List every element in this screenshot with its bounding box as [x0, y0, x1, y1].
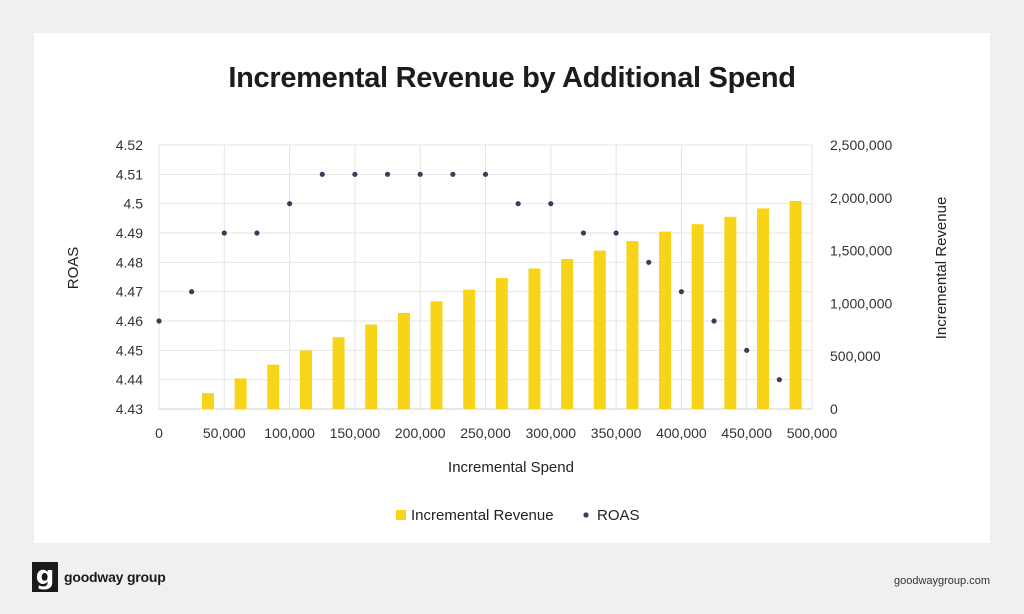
left-tick-label: 4.45 — [116, 342, 143, 358]
x-tick-label: 200,000 — [395, 425, 446, 441]
revenue-bar — [299, 350, 312, 409]
roas-point — [417, 171, 423, 177]
x-tick-label: 150,000 — [330, 425, 381, 441]
x-tick-label: 300,000 — [525, 425, 576, 441]
revenue-bar — [430, 301, 443, 409]
revenue-bar — [528, 268, 541, 409]
x-tick-label: 0 — [155, 425, 163, 441]
roas-point — [287, 201, 293, 207]
roas-point — [548, 201, 554, 207]
revenue-bar — [593, 250, 606, 409]
revenue-bars — [201, 200, 802, 409]
left-tick-label: 4.52 — [116, 137, 143, 153]
grid — [158, 144, 813, 410]
x-tick-label: 100,000 — [264, 425, 315, 441]
right-tick-label: 2,500,000 — [830, 137, 892, 153]
x-tick-label: 50,000 — [203, 425, 246, 441]
left-tick-label: 4.5 — [124, 196, 144, 212]
roas-point — [189, 289, 195, 295]
revenue-bar — [234, 378, 247, 409]
x-tick-label: 350,000 — [591, 425, 642, 441]
right-tick-label: 2,000,000 — [830, 190, 892, 206]
legend: Incremental Revenue ROAS — [396, 507, 640, 524]
right-tick-label: 1,000,000 — [830, 295, 892, 311]
legend-swatch-revenue — [396, 510, 406, 520]
left-tick-label: 4.43 — [116, 401, 143, 417]
roas-point — [744, 347, 750, 353]
chart-title: Incremental Revenue by Additional Spend — [228, 62, 796, 94]
legend-swatch-roas — [583, 512, 589, 518]
legend-label-revenue: Incremental Revenue — [411, 507, 554, 524]
revenue-bar — [332, 337, 345, 409]
roas-point — [450, 171, 456, 177]
roas-point — [156, 318, 162, 324]
right-tick-label: 1,500,000 — [830, 243, 892, 259]
revenue-bar — [789, 200, 802, 409]
roas-point — [515, 201, 521, 207]
revenue-bar — [724, 216, 737, 409]
roas-point — [254, 230, 260, 236]
revenue-bar — [365, 324, 378, 409]
revenue-bar — [201, 393, 214, 409]
roas-points — [156, 171, 782, 383]
y-axis-right-label: Incremental Revenue — [933, 197, 950, 340]
footer-url: goodwaygroup.com — [893, 575, 990, 587]
x-axis-label: Incremental Spend — [448, 459, 574, 476]
roas-point — [776, 377, 782, 383]
roas-point — [678, 289, 685, 295]
goodway-logo-icon: g — [32, 562, 58, 592]
axis-ticks: 4.43 4.44 4.45 4.46 4.47 4.48 4.49 4.5 4.51 4.52 0… — [116, 137, 893, 441]
roas-point — [613, 230, 619, 236]
x-tick-label: 250,000 — [460, 425, 511, 441]
revenue-bar — [267, 364, 280, 409]
left-tick-label: 4.51 — [116, 166, 143, 182]
left-tick-label: 4.44 — [116, 372, 143, 388]
left-tick-label: 4.49 — [116, 225, 143, 241]
right-tick-label: 500,000 — [830, 348, 881, 364]
x-tick-label: 450,000 — [721, 425, 772, 441]
x-tick-label: 500,000 — [787, 425, 838, 441]
revenue-bar — [397, 312, 410, 409]
roas-point — [319, 171, 325, 177]
roas-point — [482, 171, 489, 177]
y-axis-left-label: ROAS — [65, 247, 82, 290]
revenue-bar — [757, 208, 770, 409]
legend-label-roas: ROAS — [597, 507, 640, 524]
revenue-bar — [659, 231, 672, 409]
revenue-bar — [561, 259, 574, 409]
roas-point — [646, 259, 652, 265]
roas-point — [221, 230, 227, 236]
roas-point — [352, 171, 358, 177]
right-tick-label: 0 — [830, 401, 838, 417]
revenue-bar — [626, 241, 639, 409]
roas-point — [580, 230, 587, 236]
chart-card — [34, 33, 990, 543]
x-tick-label: 400,000 — [656, 425, 707, 441]
revenue-bar — [463, 289, 476, 409]
revenue-bar — [495, 278, 508, 409]
revenue-bar — [691, 224, 704, 409]
roas-point — [711, 318, 717, 324]
left-tick-label: 4.48 — [116, 254, 143, 270]
left-tick-label: 4.46 — [116, 313, 143, 329]
left-tick-label: 4.47 — [116, 284, 143, 300]
roas-point — [384, 171, 391, 177]
logo-text: goodway group — [64, 569, 166, 585]
footer-logo: g goodway group — [32, 562, 166, 592]
